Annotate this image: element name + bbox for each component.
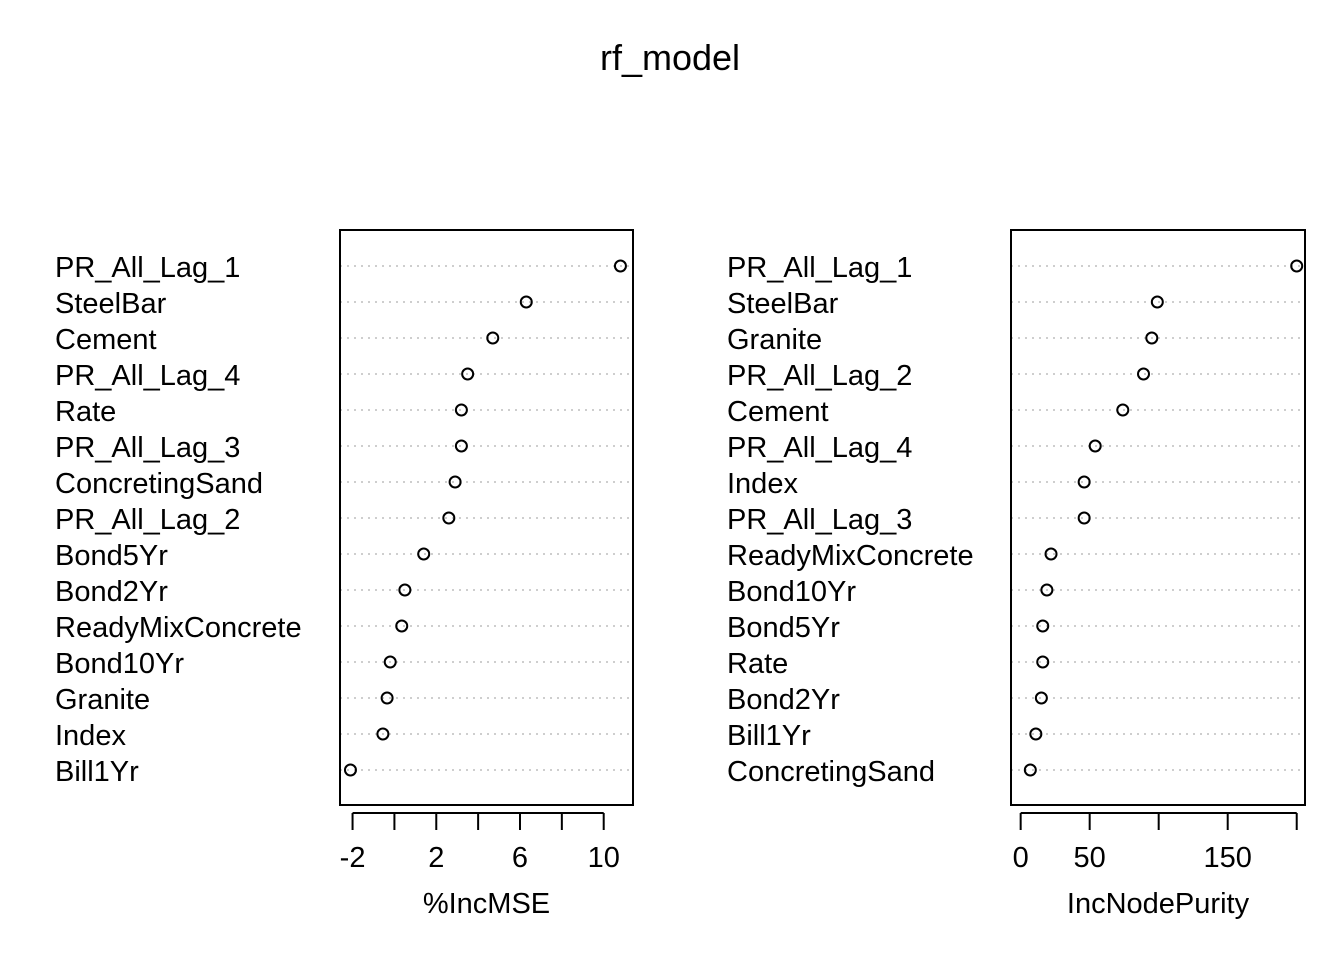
x-tick-label: 6 (512, 842, 528, 874)
data-point (1023, 763, 1037, 777)
category-label: Index (727, 468, 798, 500)
data-point (1036, 655, 1050, 669)
category-label: Bond5Yr (55, 540, 168, 572)
category-label: PR_All_Lag_3 (55, 432, 240, 464)
data-point (519, 295, 533, 309)
x-axis-label: %IncMSE (423, 888, 550, 920)
plot-frame (1010, 229, 1306, 806)
category-label: PR_All_Lag_4 (727, 432, 912, 464)
category-label: Cement (55, 324, 157, 356)
x-axis-label: IncNodePurity (1067, 888, 1250, 920)
data-point (1029, 727, 1043, 741)
data-point (486, 331, 500, 345)
x-tick-label: 2 (428, 842, 444, 874)
data-point (1034, 691, 1048, 705)
data-point (461, 367, 475, 381)
category-label: Bond5Yr (727, 612, 840, 644)
category-label: SteelBar (55, 288, 167, 320)
data-point (1137, 367, 1151, 381)
category-label: Cement (727, 396, 829, 428)
category-label: Bond10Yr (727, 576, 856, 608)
data-point (417, 547, 431, 561)
data-point (442, 511, 456, 525)
panel-2: PR_All_Lag_1 SteelBar Granite PR_All_Lag_2 C… (727, 229, 1306, 920)
data-point (1116, 403, 1130, 417)
data-point (1077, 475, 1091, 489)
category-label: Index (55, 720, 126, 752)
category-label: Rate (727, 648, 788, 680)
category-label: Granite (55, 684, 150, 716)
category-label: ReadyMixConcrete (55, 612, 302, 644)
category-label: Bond2Yr (727, 684, 840, 716)
data-point (395, 619, 409, 633)
data-point (398, 583, 412, 597)
data-point (383, 655, 397, 669)
data-point (1044, 547, 1058, 561)
panel-1: PR_All_Lag_1 SteelBar Cement PR_All_Lag_4 Ra… (55, 229, 634, 920)
category-label: ConcretingSand (727, 756, 935, 788)
category-label: Bill1Yr (727, 720, 811, 752)
category-label: PR_All_Lag_1 (55, 252, 240, 284)
category-label: PR_All_Lag_2 (727, 360, 912, 392)
data-point (1290, 259, 1304, 273)
data-point (1150, 295, 1164, 309)
data-point (454, 439, 468, 453)
category-label: PR_All_Lag_4 (55, 360, 240, 392)
category-label: Rate (55, 396, 116, 428)
data-point (343, 763, 357, 777)
plot-frame (339, 229, 634, 806)
category-label: Bond2Yr (55, 576, 168, 608)
data-point (613, 259, 627, 273)
x-tick-label: 10 (588, 842, 620, 874)
x-tick-label: 150 (1204, 842, 1252, 874)
data-point (1088, 439, 1102, 453)
category-label: Granite (727, 324, 822, 356)
data-point (380, 691, 394, 705)
chart-title: rf_model (600, 37, 740, 78)
category-label: ConcretingSand (55, 468, 263, 500)
data-point (454, 403, 468, 417)
category-label: PR_All_Lag_2 (55, 504, 240, 536)
category-label: PR_All_Lag_1 (727, 252, 912, 284)
x-tick-label: -2 (340, 842, 366, 874)
data-point (1036, 619, 1050, 633)
panels: PR_All_Lag_1 SteelBar Cement PR_All_Lag_4 Ra… (55, 229, 1306, 920)
category-label: PR_All_Lag_3 (727, 504, 912, 536)
data-point (376, 727, 390, 741)
x-tick-label: 0 (1013, 842, 1029, 874)
category-label: SteelBar (727, 288, 839, 320)
category-label: Bill1Yr (55, 756, 139, 788)
data-point (1040, 583, 1054, 597)
data-point (1077, 511, 1091, 525)
data-point (1145, 331, 1159, 345)
category-label: Bond10Yr (55, 648, 184, 680)
x-tick-label: 50 (1074, 842, 1106, 874)
category-label: ReadyMixConcrete (727, 540, 974, 572)
data-point (448, 475, 462, 489)
